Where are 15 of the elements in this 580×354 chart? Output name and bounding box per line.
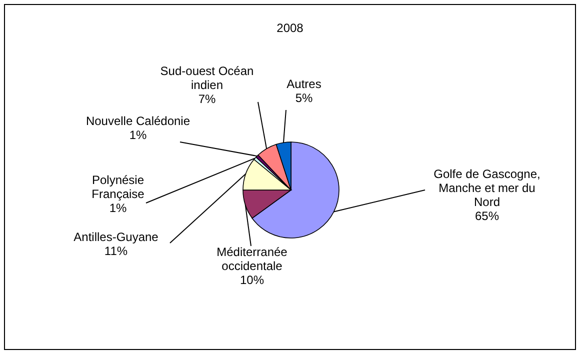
- slice-label: Méditerranée occidentale: [216, 245, 288, 273]
- slice-label: Antilles-Guyane: [74, 230, 159, 244]
- chart-title: 2008: [276, 21, 304, 35]
- data-label: 11%: [104, 244, 128, 258]
- data-label: 5%: [295, 91, 313, 105]
- data-label: 65%: [474, 209, 500, 223]
- slice-label: Nouvelle Calédonie: [86, 114, 190, 128]
- slice-label: Golfe de Gascogne, Manche et mer du Nord: [434, 167, 540, 209]
- data-label: 7%: [198, 92, 216, 106]
- slice-label: Sud-ouest Océan indien: [160, 64, 254, 92]
- slice-label: Polynésie Française: [92, 173, 145, 201]
- data-label: 1%: [109, 201, 127, 215]
- data-label: 1%: [129, 128, 147, 142]
- slice-label: Autres: [286, 77, 322, 91]
- data-label: 10%: [240, 273, 264, 287]
